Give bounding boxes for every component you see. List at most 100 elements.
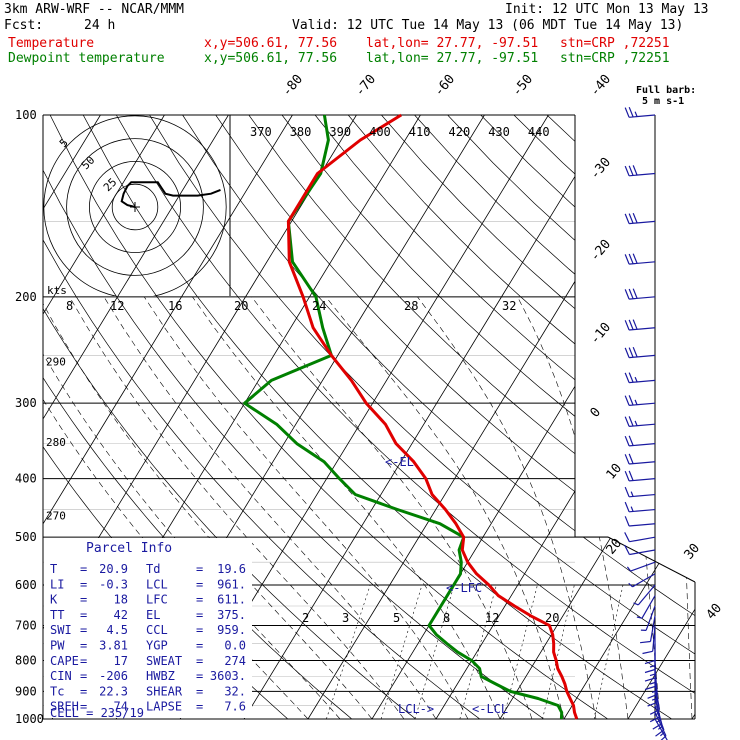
- parcel-info-box: Parcel Info T = 20.9 Td = 19.6 LI = -0.3 LCL = 961. K…: [44, 538, 252, 720]
- sounding-traces: <-EL <-LFC LCL-> <-LCL: [243, 113, 579, 720]
- hodograph-ring: [111, 183, 159, 231]
- barb-half-flag: [653, 712, 660, 716]
- moist-adiabat: [517, 296, 629, 719]
- parcel-param-value: 961.: [217, 577, 246, 591]
- level-marker: <-LFC: [446, 581, 482, 595]
- moist-adiabat: [103, 296, 437, 719]
- barb-flag: [624, 165, 630, 177]
- dry-adiabat: [612, 115, 695, 719]
- temperature-latlon: lat,lon= 27.77, -97.51: [366, 36, 539, 51]
- hodograph-ring-label: 25: [101, 176, 120, 195]
- parcel-param-name: EL: [146, 608, 160, 622]
- parcel-equals: =: [80, 639, 87, 653]
- mixing-ratio-line: [380, 584, 423, 719]
- parcel-param-value: 959.: [217, 623, 246, 637]
- barb-flag: [628, 347, 634, 358]
- parcel-equals: =: [80, 608, 87, 622]
- mixing-ratio-line: [459, 584, 497, 719]
- barb-half-flag: [634, 399, 638, 406]
- barb-flag: [628, 288, 634, 299]
- wind-barb: [633, 584, 656, 606]
- model-title: 3km ARW-WRF -- NCAR/MMM: [4, 2, 185, 17]
- barb-staff: [654, 718, 668, 740]
- barb-half-flag: [634, 420, 638, 426]
- wind-barb: [624, 532, 656, 543]
- dewpoint-xy: x,y=506.61, 77.56: [204, 51, 338, 66]
- mixing-ratio-label: 2: [302, 611, 309, 625]
- barb-flag: [644, 660, 656, 665]
- isotherm: [499, 115, 695, 719]
- barb-flag: [632, 288, 638, 299]
- parcel-param-value: 3603.: [210, 669, 246, 683]
- parcel-equals: =: [80, 669, 87, 683]
- pressure-label-500: 500: [15, 530, 37, 544]
- parcel-equals: =: [196, 684, 203, 698]
- parcel-param-name: T: [50, 562, 57, 576]
- mixing-ratio-top-label: 8: [66, 299, 73, 313]
- dewpoint-latlon: lat,lon= 27.77, -97.51: [366, 51, 539, 66]
- isotherm: [307, 115, 677, 719]
- barb-staff: [629, 478, 656, 482]
- barb-flag: [655, 729, 665, 737]
- barb-flag: [624, 107, 630, 118]
- wind-barb: [642, 625, 656, 655]
- isotherm-label: -80: [280, 72, 307, 100]
- barb-flag: [642, 650, 653, 655]
- theta-label: 390: [329, 125, 351, 139]
- mixing-ratio-label: 5: [393, 611, 400, 625]
- parcel-param-name: K: [50, 593, 58, 607]
- mixing-ratio-line: [414, 584, 455, 719]
- parcel-param-value: 4.5: [106, 623, 128, 637]
- barb-half-flag: [657, 725, 663, 730]
- wind-barb: [624, 435, 656, 447]
- hodograph-ring: [43, 115, 227, 296]
- barb-half-flag: [653, 705, 660, 709]
- barb-staff: [629, 423, 656, 427]
- parcel-param-value: -206: [99, 669, 128, 683]
- mixing-ratio-top-label: 32: [502, 299, 516, 313]
- hodograph-ring-label: 5: [57, 136, 71, 150]
- barb-half-flag: [633, 602, 639, 606]
- barb-flag: [628, 470, 634, 481]
- barb-flag: [624, 320, 630, 331]
- dry-adiabat: [281, 115, 695, 719]
- moist-adiabat: [605, 296, 661, 719]
- isotherm: [43, 115, 165, 719]
- level-marker: <-EL: [385, 455, 414, 469]
- pressure-label-200: 200: [15, 290, 37, 304]
- parcel-param-name: LAPSE: [146, 700, 182, 714]
- wind-barb: [624, 346, 656, 359]
- parcel-param-name: TT: [50, 608, 64, 622]
- parcel-param-value: 274: [224, 654, 246, 668]
- theta-e-label: 270: [46, 510, 66, 523]
- barb-flag: [632, 165, 638, 176]
- barb-flag: [652, 723, 663, 730]
- parcel-param-name: CAPE: [50, 654, 79, 668]
- parcel-info-title: Parcel Info: [86, 541, 172, 556]
- wind-barb: [624, 106, 656, 118]
- barb-flag: [624, 372, 630, 383]
- wind-barb: [626, 561, 656, 572]
- barb-staff: [629, 443, 656, 447]
- barb-staff: [629, 354, 656, 359]
- pressure-label-400: 400: [15, 472, 37, 486]
- parcel-equals: =: [80, 623, 87, 637]
- init-time: Init: 12 UTC Mon 13 May 13: [505, 2, 709, 17]
- dry-adiabat: [646, 115, 695, 719]
- barb-staff: [654, 705, 665, 731]
- dry-adiabat: [43, 115, 481, 719]
- dry-adiabat: [182, 115, 695, 719]
- theta-label: 430: [488, 125, 510, 139]
- dry-adiabat: [347, 115, 695, 719]
- barb-staff: [630, 561, 656, 572]
- barb-half-flag: [649, 673, 656, 677]
- theta-label: 420: [449, 125, 471, 139]
- barb-flag: [624, 395, 630, 406]
- dry-adiabat: [49, 115, 608, 719]
- barb-half-flag: [651, 689, 658, 693]
- parcel-param-value: 375.: [217, 608, 246, 622]
- barb-staff: [629, 296, 656, 300]
- barb-flag: [624, 454, 630, 465]
- wind-barb: [624, 453, 656, 465]
